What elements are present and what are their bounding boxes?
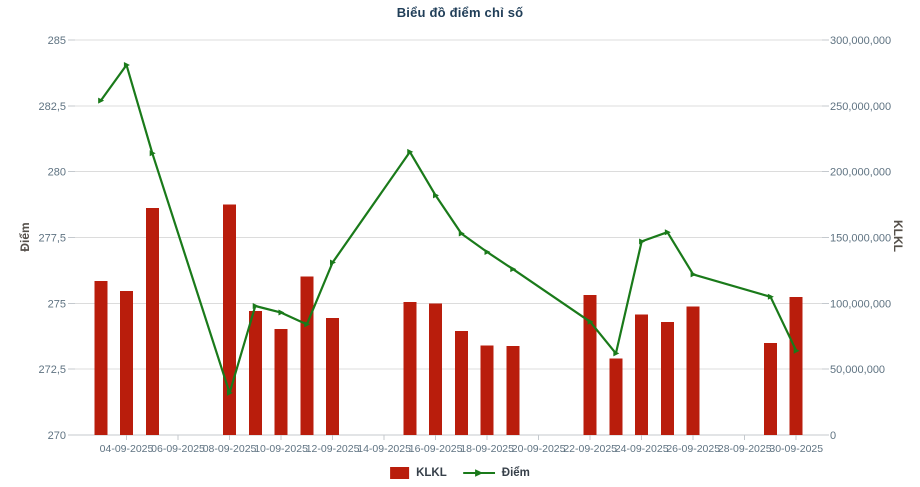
x-axis-tick-label: 24-09-2025: [615, 443, 669, 455]
volume-bar-10-09-2025[interactable]: [274, 329, 288, 435]
diem-point-15-09-2025[interactable]: [407, 148, 414, 155]
volume-bar-22-09-2025[interactable]: [583, 294, 597, 435]
volume-bar-05-09-2025[interactable]: [145, 207, 159, 435]
y-axis-tick-label-right: 250,000,000: [830, 101, 891, 113]
y-axis-tick-label-left: 285: [48, 35, 66, 47]
diem-point-16-09-2025[interactable]: [433, 192, 440, 199]
x-axis-tick-label: 04-09-2025: [100, 443, 154, 455]
diem-point-24-09-2025[interactable]: [639, 238, 646, 245]
x-axis-tick-label: 12-09-2025: [306, 443, 360, 455]
y-axis-tick-label-right: 0: [830, 430, 836, 442]
x-axis-tick-label: 28-09-2025: [718, 443, 772, 455]
x-axis-tick-label: 30-09-2025: [769, 443, 823, 455]
diem-point-25-09-2025[interactable]: [664, 229, 671, 236]
diem-point-26-09-2025[interactable]: [690, 271, 697, 278]
diem-point-03-09-2025[interactable]: [98, 97, 105, 104]
volume-bar-23-09-2025[interactable]: [609, 358, 623, 435]
diem-point-11-09-2025[interactable]: [304, 321, 311, 328]
diem-line[interactable]: [99, 63, 798, 394]
volume-bar-04-09-2025[interactable]: [120, 290, 134, 435]
y-axis-tick-label-left: 282,5: [38, 101, 66, 113]
legend-label-klkl: KLKL: [416, 467, 447, 479]
legend: KLKL Điểm: [390, 467, 530, 479]
diem-point-04-09-2025[interactable]: [123, 62, 130, 69]
y-axis-tick-label-left: 275: [48, 298, 66, 310]
diem-point-09-09-2025[interactable]: [252, 302, 259, 309]
diem-point-29-09-2025[interactable]: [767, 293, 774, 300]
x-axis-tick-label: 14-09-2025: [357, 443, 411, 455]
diem-point-30-09-2025[interactable]: [793, 347, 800, 354]
diem-point-19-09-2025[interactable]: [510, 266, 517, 273]
diem-point-18-09-2025[interactable]: [484, 248, 491, 255]
y-axis-tick-label-right: 200,000,000: [830, 167, 891, 179]
legend-label-diem: Điểm: [501, 467, 530, 479]
y-axis-tick-label-left: 277,5: [38, 233, 66, 245]
x-axis-tick-label: 08-09-2025: [203, 443, 257, 455]
diem-point-10-09-2025[interactable]: [278, 309, 285, 316]
volume-bar-12-09-2025[interactable]: [326, 317, 340, 435]
y-axis-tick-label-right: 50,000,000: [830, 364, 885, 376]
volume-bar-03-09-2025[interactable]: [94, 280, 108, 435]
volume-bar-29-09-2025[interactable]: [763, 342, 777, 435]
y-axis-tick-label-left: 280: [48, 167, 66, 179]
volume-bar-17-09-2025[interactable]: [454, 330, 468, 435]
x-axis-tick-label: 06-09-2025: [151, 443, 205, 455]
x-axis-tick-label: 26-09-2025: [666, 443, 720, 455]
y-axis-tick-label-left: 272,5: [38, 364, 66, 376]
diem-point-12-09-2025[interactable]: [329, 259, 336, 266]
volume-bar-18-09-2025[interactable]: [480, 345, 494, 435]
y-axis-tick-label-right: 300,000,000: [830, 35, 891, 47]
volume-bar-24-09-2025[interactable]: [635, 314, 649, 435]
volume-bar-08-09-2025[interactable]: [223, 204, 237, 435]
volume-bar-16-09-2025[interactable]: [429, 303, 443, 435]
bar-swatch-icon: [390, 467, 410, 479]
y-axis-tick-label-left: 270: [48, 430, 66, 442]
legend-item-diem[interactable]: Điểm: [462, 467, 530, 479]
volume-bar-19-09-2025[interactable]: [506, 346, 520, 435]
y-axis-tick-label-right: 150,000,000: [830, 233, 891, 245]
x-axis-tick-label: 18-09-2025: [460, 443, 514, 455]
y-axis-tick-label-right: 100,000,000: [830, 298, 891, 310]
chart-title: Biểu đồ điểm chỉ số: [396, 5, 524, 20]
volume-bar-11-09-2025[interactable]: [300, 276, 314, 435]
diem-point-17-09-2025[interactable]: [458, 230, 465, 237]
line-swatch-icon: [462, 469, 495, 477]
diem-point-05-09-2025[interactable]: [149, 150, 156, 157]
diem-point-23-09-2025[interactable]: [613, 350, 620, 357]
diem-point-22-09-2025[interactable]: [587, 318, 594, 325]
legend-item-klkl[interactable]: KLKL: [390, 467, 447, 479]
volume-bar-09-09-2025[interactable]: [248, 311, 262, 435]
x-axis-tick-label: 22-09-2025: [563, 443, 617, 455]
x-axis-tick-label: 10-09-2025: [254, 443, 308, 455]
volume-bar-26-09-2025[interactable]: [686, 306, 700, 435]
volume-bar-30-09-2025[interactable]: [789, 296, 803, 435]
x-axis-tick-label: 16-09-2025: [409, 443, 463, 455]
x-axis-tick-label: 20-09-2025: [512, 443, 566, 455]
volume-bar-15-09-2025[interactable]: [403, 302, 417, 435]
diem-point-08-09-2025[interactable]: [226, 389, 233, 396]
volume-bar-25-09-2025[interactable]: [660, 321, 674, 435]
